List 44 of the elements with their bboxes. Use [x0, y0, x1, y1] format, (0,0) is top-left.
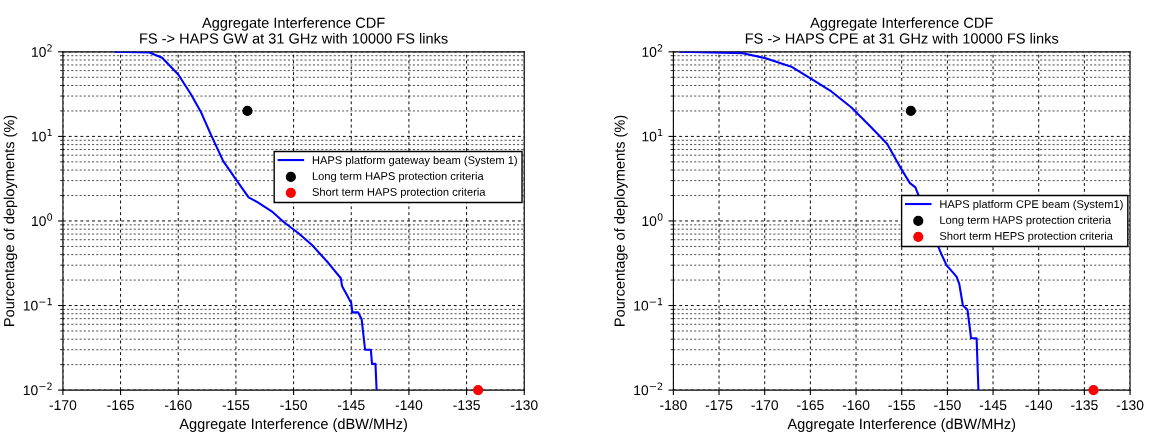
- y-tick-label: 10$^{−1}$: [23, 298, 52, 311]
- y-axis-title: Pourcentage of deployments (%): [614, 115, 628, 326]
- y-tick-label: 10$^{1}$: [642, 128, 663, 142]
- legend-label: Short term HAPS protection criteria: [312, 187, 486, 199]
- x-tick-label: -135: [453, 400, 480, 411]
- x-tick-label: -150: [280, 400, 307, 411]
- x-tick-label: -145: [979, 400, 1007, 411]
- x-tick-label: -135: [1071, 400, 1098, 411]
- legend-label: Long term HAPS protection criteria: [940, 215, 1112, 227]
- y-tick-label: 10$^{0}$: [642, 213, 663, 227]
- x-tick-label: -175: [705, 400, 733, 411]
- y-tick-label: 10$^{2}$: [642, 44, 663, 57]
- y-tick-label: 10$^{−2}$: [23, 382, 52, 396]
- x-tick-label: -160: [842, 400, 870, 411]
- y-tick-label: 10$^{1}$: [32, 128, 52, 142]
- y-tick-label: 10$^{−2}$: [634, 382, 663, 396]
- x-tick-label: -155: [222, 400, 250, 411]
- chart-subtitle: FS -> HAPS CPE at 31 GHz with 10000 FS links: [745, 32, 1059, 44]
- legend-label: Long term HAPS protection criteria: [312, 171, 484, 183]
- x-tick-label: -160: [164, 400, 192, 411]
- x-tick-label: -130: [510, 400, 538, 411]
- legend-label: HAPS platform gateway beam (System 1): [312, 155, 517, 167]
- x-axis-title: Aggregate Interference (dBW/MHz): [787, 418, 1016, 432]
- x-tick-label: -165: [797, 400, 824, 411]
- chart-title: Aggregate Interference CDF: [810, 17, 993, 31]
- y-tick-label: 10$^{2}$: [32, 44, 52, 57]
- x-tick-label: -130: [1116, 400, 1144, 411]
- x-tick-label: -155: [888, 400, 916, 411]
- x-tick-label: -145: [337, 400, 365, 411]
- x-tick-label: -170: [751, 400, 779, 411]
- chart-title: Aggregate Interference CDF: [202, 17, 385, 31]
- legend-label: Short term HEPS protection criteria: [939, 231, 1113, 243]
- x-tick-label: -165: [107, 400, 134, 411]
- x-tick-label: -140: [1025, 400, 1053, 411]
- x-tick-label: -150: [934, 400, 961, 411]
- x-tick-label: -180: [660, 400, 687, 411]
- chart-subtitle: FS -> HAPS GW at 31 GHz with 10000 FS links: [140, 32, 448, 44]
- x-tick-label: -140: [395, 400, 423, 411]
- legend-label: HAPS platform CPE beam (System1): [940, 199, 1123, 211]
- y-axis-title: Pourcentage of deployments (%): [3, 115, 18, 326]
- y-tick-label: 10$^{−1}$: [634, 298, 663, 311]
- x-tick-label: -170: [49, 400, 77, 411]
- x-axis-title: Aggregate Interference (dBW/MHz): [179, 418, 407, 432]
- y-tick-label: 10$^{0}$: [32, 213, 53, 227]
